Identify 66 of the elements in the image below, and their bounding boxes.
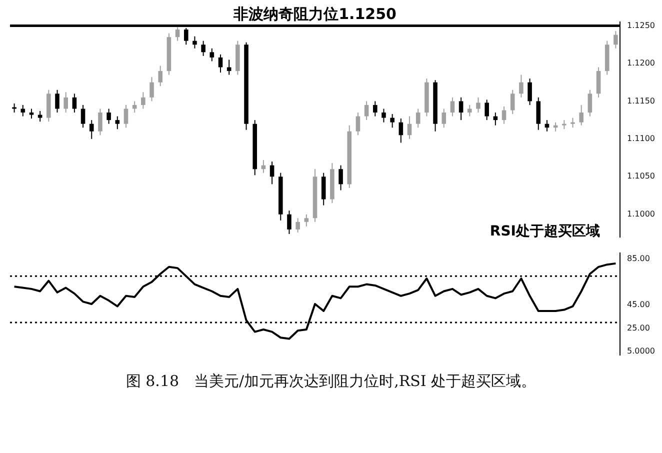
candlestick: [12, 102, 16, 114]
ref-line-label: 非波纳奇阻力位1.1250: [232, 5, 396, 24]
candlestick: [150, 76, 154, 102]
candlestick: [218, 54, 223, 74]
candlestick: [72, 93, 77, 114]
candlestick: [390, 114, 394, 128]
candlestick: [106, 108, 111, 124]
candlestick: [89, 120, 94, 140]
candlestick: [132, 100, 137, 114]
candlestick: [38, 110, 42, 122]
candlestick: [20, 104, 26, 117]
candlestick: [373, 100, 378, 117]
candlestick: [570, 117, 575, 128]
candlestick: [579, 104, 584, 126]
y-tick-label: 1.1200: [627, 58, 656, 68]
candlestick: [614, 30, 618, 49]
candlestick: [416, 108, 420, 128]
candlestick: [596, 66, 601, 98]
candlestick: [382, 108, 386, 123]
candlestick: [562, 120, 566, 130]
y-tick-label: 1.1100: [627, 134, 656, 144]
candlestick: [476, 96, 480, 114]
candlestick: [64, 92, 68, 114]
candlestick: [29, 108, 34, 120]
candlestick: [175, 26, 180, 42]
candlestick: [296, 218, 300, 233]
candlestick: [484, 99, 489, 121]
candlestick: [536, 96, 541, 130]
candlestick: [338, 164, 343, 191]
candlestick: [356, 112, 360, 136]
y-tick-label: 1.1050: [627, 172, 656, 181]
y-tick-label: 5.0000: [627, 346, 656, 356]
y-tick-label: 1.1250: [627, 20, 656, 30]
candlestick: [270, 161, 274, 185]
y-tick-label: 1.1150: [627, 96, 656, 106]
candlestick: [210, 48, 214, 62]
candlestick: [588, 89, 592, 117]
candlestick: [528, 78, 532, 106]
candlestick: [287, 210, 292, 234]
candlestick: [124, 104, 128, 128]
candlestick: [141, 92, 146, 110]
candlestick: [55, 89, 60, 114]
candlestick: [321, 172, 326, 206]
candlestick: [468, 104, 472, 117]
candlestick: [510, 89, 515, 115]
candlestick: [450, 96, 455, 117]
annotation: RSI处于超买区域: [490, 224, 600, 240]
caption: 图 8.18 当美元/加元再次达到阻力位时,RSI 处于超买区域。: [124, 372, 538, 391]
candlestick: [458, 96, 464, 121]
candlestick: [519, 74, 524, 98]
candlestick: [115, 116, 120, 130]
y-tick-label: 1.1000: [627, 209, 656, 218]
candlestick: [364, 100, 369, 121]
candlestick: [398, 118, 404, 144]
y-tick-label: 85.00: [627, 254, 650, 263]
candlestick: [98, 108, 102, 136]
y-tick-label: 45.00: [627, 300, 650, 310]
candlestick: [502, 106, 506, 124]
y-tick-label: 25.00: [627, 323, 650, 332]
candlestick: [201, 40, 206, 56]
candlestick: [407, 116, 412, 140]
candlestick: [192, 36, 197, 49]
candlestick: [158, 65, 162, 87]
candlestick: [80, 104, 86, 128]
candlestick: [304, 214, 309, 227]
candlestick: [442, 108, 446, 128]
